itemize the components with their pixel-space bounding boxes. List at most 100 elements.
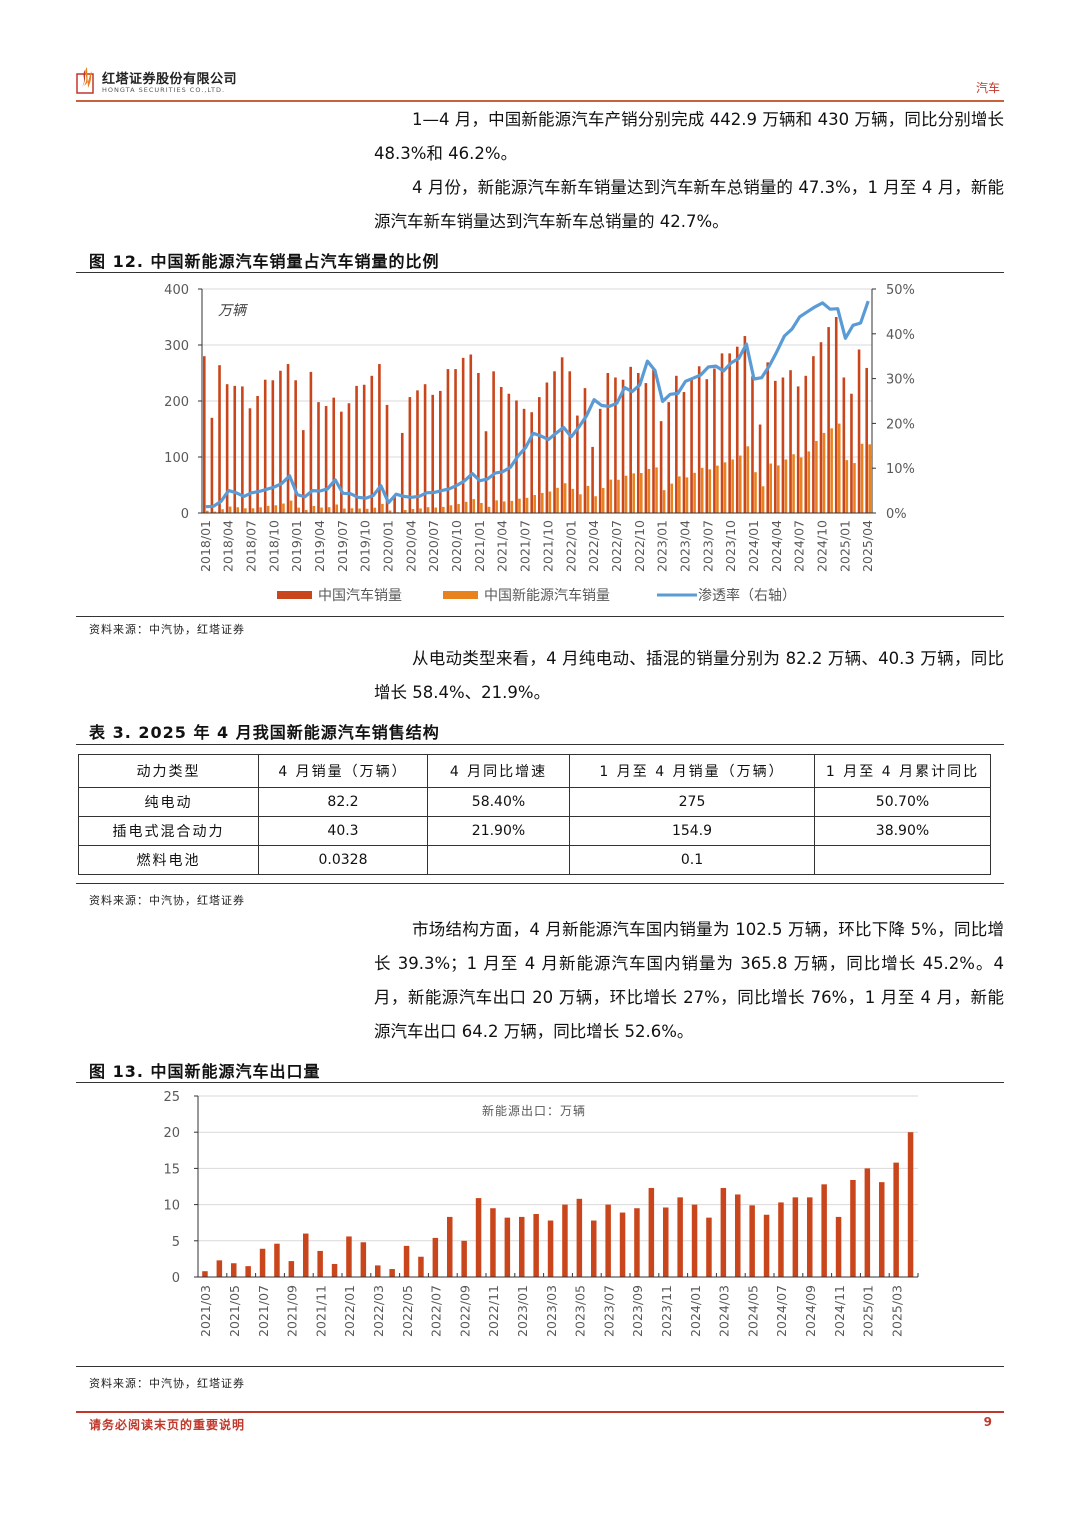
bar-nev-sales xyxy=(472,499,476,513)
bar-nev-export xyxy=(591,1220,597,1277)
bar-total-sales xyxy=(378,364,381,513)
bar-nev-export xyxy=(720,1187,727,1277)
bar-nev-export xyxy=(864,1168,871,1277)
x-tick-label: 2024/03 xyxy=(717,1285,732,1337)
legend-label: 中国汽车销量 xyxy=(318,587,402,604)
bar-total-sales xyxy=(857,349,861,513)
cell: 插电式混合动力 xyxy=(78,816,259,846)
bar-nev-sales xyxy=(868,444,871,513)
bar-total-sales xyxy=(263,379,267,513)
bar-total-sales xyxy=(682,392,686,513)
paragraph: 从电动类型来看，4 月纯电动、插混的销量分别为 82.2 万辆、40.3 万辆，… xyxy=(374,649,1004,702)
bar-total-sales xyxy=(743,336,747,513)
x-tick-label: 2024/11 xyxy=(832,1285,847,1337)
footer-divider xyxy=(76,1411,1004,1413)
x-tick-label: 2025/04 xyxy=(860,520,875,572)
bar-nev-sales xyxy=(373,507,377,513)
x-tick-label: 2023/07 xyxy=(601,1285,616,1337)
bar-total-sales xyxy=(370,375,374,513)
bar-total-sales xyxy=(568,371,572,513)
x-tick-label: 2018/01 xyxy=(198,520,213,572)
bar-nev-sales xyxy=(830,428,833,513)
table-3-source: 资料来源：中汽协，红塔证券 xyxy=(89,894,245,907)
x-tick-label: 2018/10 xyxy=(266,520,281,572)
bar-total-sales xyxy=(644,383,648,513)
x-tick-label: 2025/01 xyxy=(861,1285,876,1337)
bar-total-sales xyxy=(614,377,617,513)
bar-total-sales xyxy=(629,366,632,513)
bar-nev-sales xyxy=(594,496,597,513)
bar-nev-sales xyxy=(274,505,278,513)
y-tick-label: 5 xyxy=(172,1235,180,1250)
bar-nev-export xyxy=(360,1242,367,1277)
bar-total-sales xyxy=(636,373,640,513)
bar-total-sales xyxy=(393,495,396,513)
column-header: 4 月同比增速 xyxy=(427,754,570,788)
bar-nev-sales xyxy=(343,508,346,513)
bar-nev-sales xyxy=(350,508,354,513)
bar-nev-sales xyxy=(442,506,445,513)
bar-nev-sales xyxy=(449,505,453,513)
x-tick-label: 2021/03 xyxy=(198,1285,213,1337)
bar-total-sales xyxy=(225,384,229,513)
bar-total-sales xyxy=(751,376,754,513)
cell: 275 xyxy=(569,787,815,817)
bar-nev-sales xyxy=(541,493,544,513)
bar-total-sales xyxy=(705,379,709,513)
bar-nev-export xyxy=(331,1263,338,1277)
bar-nev-sales xyxy=(502,501,506,513)
x-tick-label: 2024/01 xyxy=(746,520,761,572)
table-row: 纯电动 82.2 58.40% 275 50.70% xyxy=(78,787,991,817)
bar-nev-export xyxy=(648,1187,655,1277)
bar-total-sales xyxy=(538,397,541,513)
bar-nev-sales xyxy=(487,506,491,513)
cell: 50.70% xyxy=(814,787,991,817)
x-tick-label: 2021/04 xyxy=(495,520,510,572)
bar-total-sales xyxy=(210,417,214,513)
bar-total-sales xyxy=(659,421,663,513)
x-tick-label: 2022/04 xyxy=(586,520,601,572)
bar-total-sales xyxy=(340,411,343,513)
x-tick-label: 2021/09 xyxy=(285,1285,300,1337)
bar-nev-export xyxy=(735,1194,741,1277)
bar-total-sales xyxy=(675,375,678,513)
bar-nev-export xyxy=(663,1207,669,1277)
paragraph-block-1: 1—4 月，中国新能源汽车产销分别完成 442.9 万辆和 430 万辆，同比分… xyxy=(374,103,1004,239)
column-header: 1 月至 4 月累计同比 xyxy=(814,754,991,788)
bar-nev-export xyxy=(490,1208,496,1277)
x-tick-label: 2023/04 xyxy=(677,520,692,572)
y-right-tick-label: 10% xyxy=(886,462,915,477)
bar-nev-export xyxy=(259,1248,266,1277)
bar-nev-sales xyxy=(601,487,605,513)
bar-total-sales xyxy=(469,354,473,513)
bar-nev-export xyxy=(346,1236,352,1277)
bar-nev-sales xyxy=(282,503,285,513)
bar-total-sales xyxy=(583,388,587,513)
chart-nev-exports: 0 5 10 15 20 25 新能源出口：万辆 2021/03 2021/05 2021/07 2… xyxy=(163,1090,919,1337)
bar-nev-sales xyxy=(845,460,849,513)
bar-total-sales xyxy=(781,377,785,513)
cell: 燃料电池 xyxy=(78,845,259,875)
bar-nev-export xyxy=(533,1214,539,1277)
bar-nev-sales xyxy=(822,432,826,513)
bar-nev-export xyxy=(677,1197,683,1277)
x-tick-label: 2024/01 xyxy=(688,1285,703,1337)
bar-nev-sales xyxy=(639,473,643,513)
x-tick-label: 2023/11 xyxy=(659,1285,674,1337)
legend-swatch xyxy=(277,591,312,599)
bar-total-sales xyxy=(385,404,389,513)
y-left-tick-label: 400 xyxy=(164,283,189,298)
x-tick-label: 2022/01 xyxy=(342,1285,357,1337)
bar-total-sales xyxy=(621,379,625,513)
bar-nev-export xyxy=(202,1271,208,1277)
bar-total-sales xyxy=(690,379,693,513)
bar-nev-export xyxy=(231,1263,237,1277)
bar-total-sales xyxy=(477,373,480,513)
bar-nev-sales xyxy=(761,486,765,513)
legend-label: 渗透率（右轴） xyxy=(698,587,796,604)
bar-nev-export xyxy=(907,1132,914,1277)
bar-nev-export xyxy=(807,1197,813,1277)
table-header-row: 动力类型 4 月销量（万辆） 4 月同比增速 1 月至 4 月销量（万辆） 1 … xyxy=(78,754,991,788)
line-penetration-rate xyxy=(205,300,870,509)
bar-nev-export xyxy=(274,1243,280,1277)
